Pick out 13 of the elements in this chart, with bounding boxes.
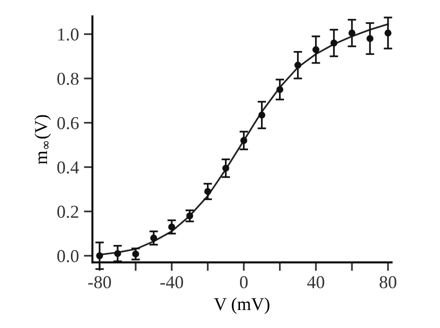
y-tick-label: 0.8 bbox=[57, 72, 79, 85]
x-tick-label: 80 bbox=[380, 276, 396, 288]
y-tick-label: 0.4 bbox=[57, 161, 79, 174]
x-tick-label: -40 bbox=[160, 276, 184, 288]
x-tick-label: 40 bbox=[307, 276, 324, 288]
y-tick-label: 0.6 bbox=[57, 117, 79, 130]
y-tick-label: 0.2 bbox=[57, 206, 78, 218]
y-axis-title: m$_{∞}$(V) bbox=[34, 115, 51, 164]
y-tick-label: 0.0 bbox=[57, 250, 79, 262]
y-tick-label: 1.0 bbox=[58, 28, 79, 41]
x-axis-title: V (mV) bbox=[214, 298, 270, 314]
x-tick-label: -80 bbox=[88, 276, 111, 288]
x-tick-label: 0 bbox=[240, 276, 248, 288]
